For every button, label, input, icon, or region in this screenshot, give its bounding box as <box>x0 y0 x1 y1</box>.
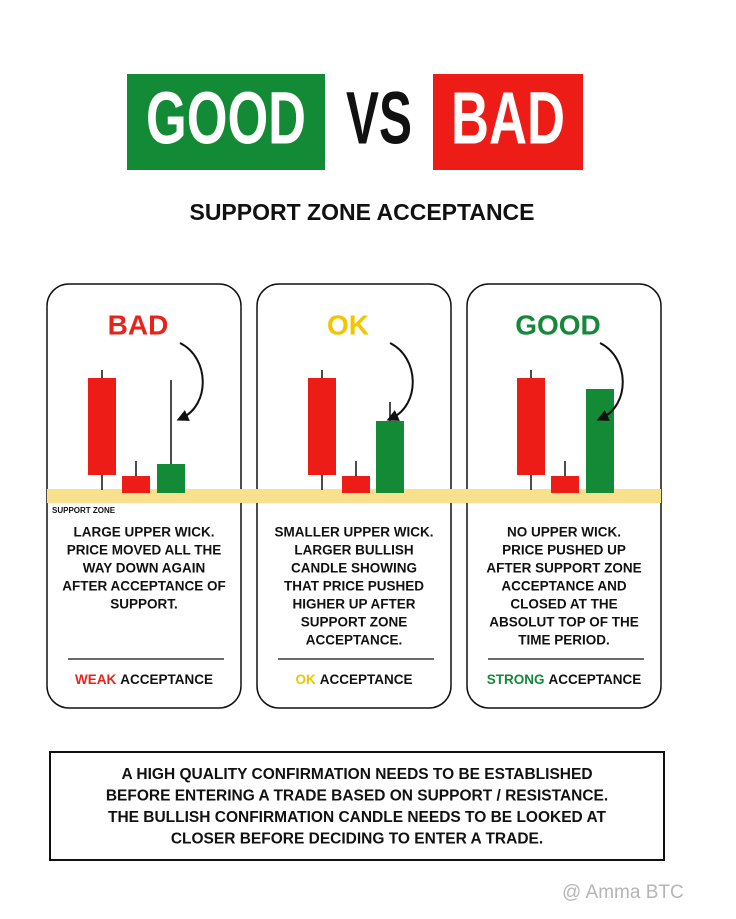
arrow <box>596 342 624 421</box>
card-description: NO UPPER WICK. <box>507 525 621 540</box>
arrow <box>176 342 204 421</box>
cards: SUPPORT ZONE BAD LARGE UPPER WICK. PRICE MO… <box>46 283 662 709</box>
card-description: ABSOLUT TOP OF THE <box>489 615 639 630</box>
candle-body <box>308 378 336 475</box>
card-title: BAD <box>108 309 169 340</box>
support-zone-label: SUPPORT ZONE <box>52 506 116 515</box>
acceptance: ACCEPTANCE <box>549 672 642 687</box>
card-description: CLOSED AT THE <box>510 597 617 612</box>
candle-body <box>376 421 404 493</box>
note-line: CLOSER BEFORE DECIDING TO ENTER A TRADE. <box>171 831 543 848</box>
rating: STRONG <box>487 672 545 687</box>
card-description: SUPPORT. <box>110 597 178 612</box>
note-line: THE BULLISH CONFIRMATION CANDLE NEEDS TO… <box>108 809 607 826</box>
note-line: BEFORE ENTERING A TRADE BASED ON SUPPORT… <box>106 788 608 805</box>
card-description: ACCEPTANCE AND <box>501 579 627 594</box>
card-description: WAY DOWN AGAIN <box>83 561 206 576</box>
card-description: CANDLE SHOWING <box>291 561 417 576</box>
header-vs: VS <box>346 77 412 160</box>
card-title: OK <box>327 309 369 340</box>
card-description: SMALLER UPPER WICK. <box>274 525 433 540</box>
candle-body <box>551 476 579 493</box>
card-footer: OK ACCEPTANCE <box>295 672 412 687</box>
rating: OK <box>295 672 316 687</box>
card-footer: WEAK ACCEPTANCE <box>75 672 213 687</box>
good-box <box>127 74 325 170</box>
card-description: SUPPORT ZONE <box>301 615 408 630</box>
candle-body <box>122 476 150 493</box>
candle-body <box>157 464 185 493</box>
card-description: LARGE UPPER WICK. <box>73 525 214 540</box>
card-description: AFTER ACCEPTANCE OF <box>62 579 226 594</box>
support-zone-band <box>47 489 661 503</box>
note: A HIGH QUALITY CONFIRMATION NEEDS TO BE … <box>106 766 608 848</box>
candle-body <box>586 389 614 493</box>
header-good: GOOD <box>146 77 306 160</box>
candle-body <box>517 378 545 475</box>
candle-body <box>342 476 370 493</box>
note-box <box>49 751 665 861</box>
card-footer: STRONG ACCEPTANCE <box>487 672 642 687</box>
bad-box <box>433 74 583 170</box>
acceptance: ACCEPTANCE <box>120 672 213 687</box>
card-description: TIME PERIOD. <box>518 633 610 648</box>
card-description: HIGHER UP AFTER <box>292 597 415 612</box>
watermark: @ Amma BTC <box>562 882 684 903</box>
subtitle: SUPPORT ZONE ACCEPTANCE <box>189 199 534 225</box>
note-line: A HIGH QUALITY CONFIRMATION NEEDS TO BE … <box>121 766 592 783</box>
card-description: PRICE PUSHED UP <box>502 543 626 558</box>
card-description: THAT PRICE PUSHED <box>284 579 424 594</box>
card-title: GOOD <box>515 309 601 340</box>
header-bad: BAD <box>451 77 565 160</box>
card-description: LARGER BULLISH <box>294 543 413 558</box>
card-description: AFTER SUPPORT ZONE <box>486 561 641 576</box>
card-description: ACCEPTANCE. <box>306 633 403 648</box>
arrow <box>386 342 414 421</box>
rating: WEAK <box>75 672 116 687</box>
acceptance: ACCEPTANCE <box>320 672 413 687</box>
card-description: PRICE MOVED ALL THE <box>67 543 222 558</box>
candle-body <box>88 378 116 475</box>
